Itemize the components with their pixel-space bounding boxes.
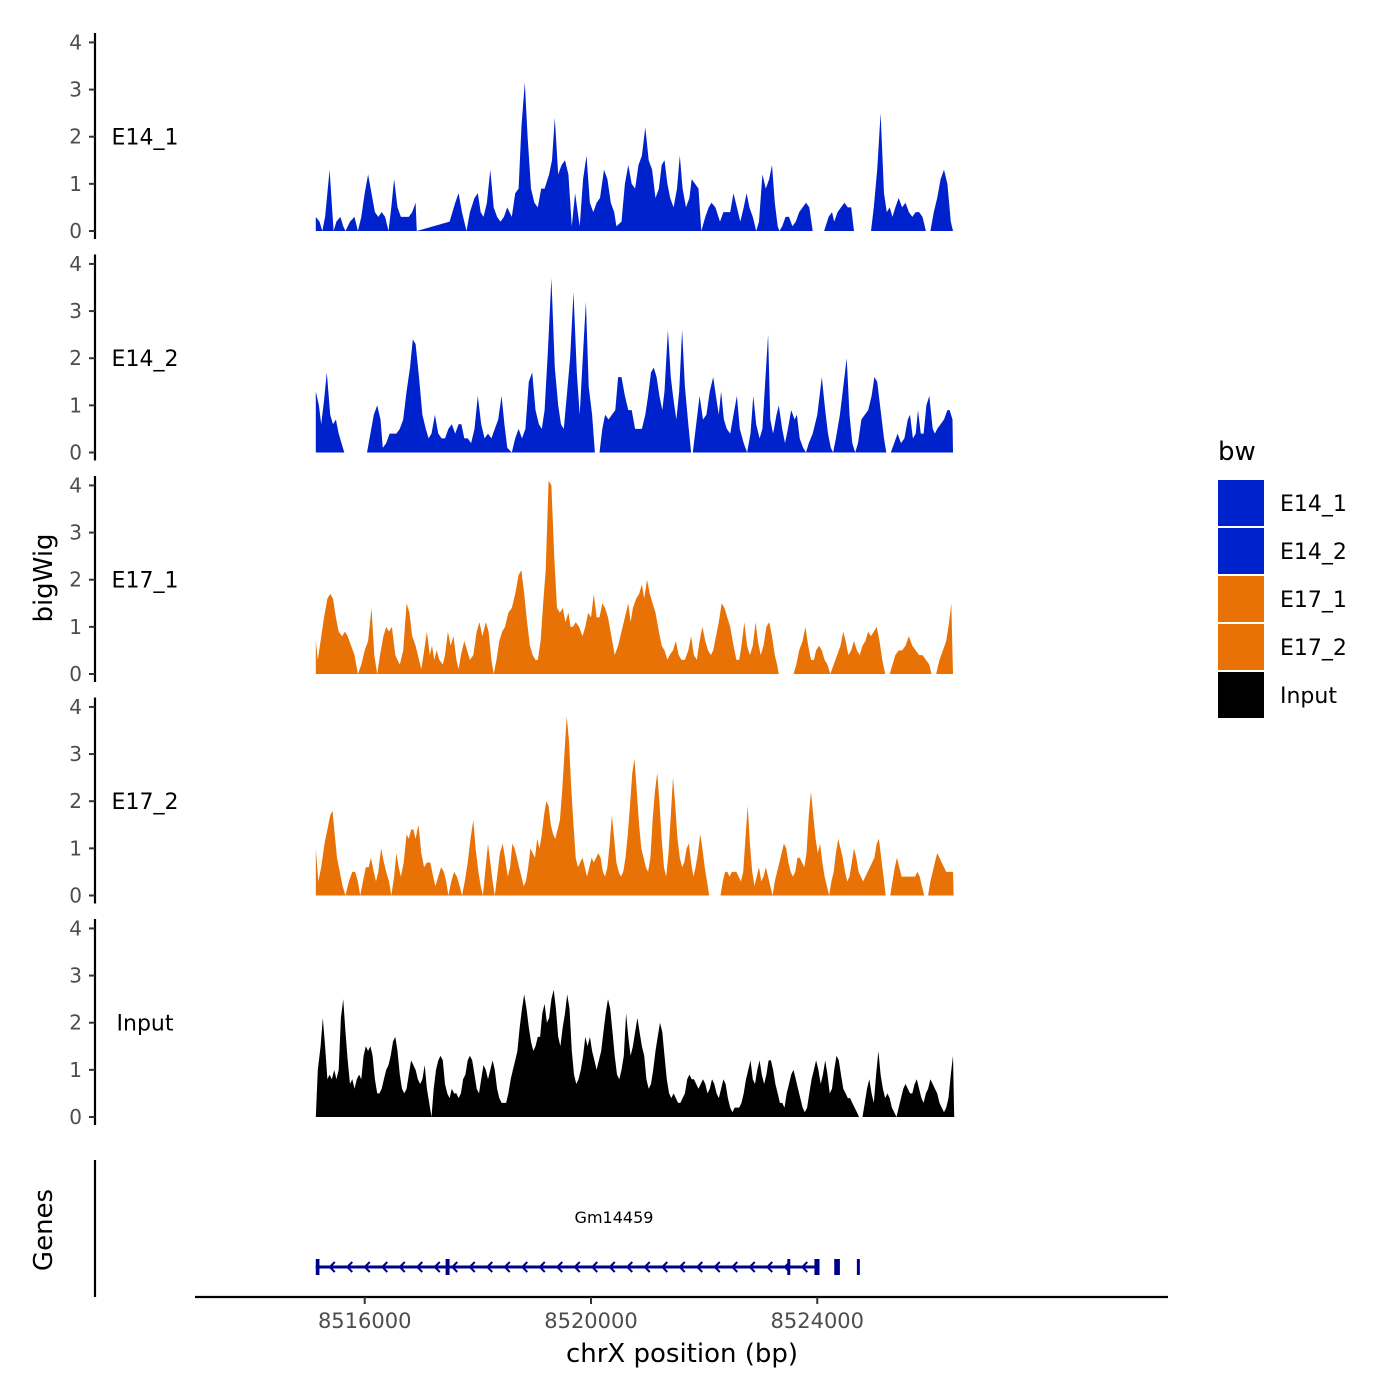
track-label: E14_2: [112, 347, 179, 372]
strand-arrow: [363, 1261, 371, 1273]
y-tick-label: 0: [69, 441, 82, 465]
x-tick-label: 8516000: [318, 1309, 412, 1333]
legend-swatch: [1218, 576, 1264, 622]
y-tick-label: 4: [69, 473, 82, 497]
series-area-E17_2: [315, 716, 954, 896]
gene-exon: [834, 1259, 840, 1275]
strand-arrow: [730, 1261, 738, 1273]
legend-label: E17_1: [1280, 588, 1347, 613]
strand-arrow: [765, 1261, 773, 1273]
track-panel-Input: 0 1 2 3 4 Input: [69, 916, 955, 1129]
y-tick-label: 0: [69, 1105, 82, 1129]
strand-arrow: [328, 1261, 336, 1273]
strand-arrow: [485, 1261, 493, 1273]
y-tick-label: 3: [69, 742, 82, 766]
y-tick-label: 3: [69, 78, 82, 102]
series-area-E17_1: [315, 480, 953, 674]
strand-arrow: [555, 1261, 563, 1273]
y-tick-label: 3: [69, 521, 82, 545]
strand-arrow: [590, 1261, 598, 1273]
y-tick-label: 0: [69, 219, 82, 243]
gene-track: Gm14459: [315, 1208, 860, 1275]
y-tick-label: 1: [69, 393, 82, 417]
x-axis: 8516000 8520000 8524000: [195, 1295, 1168, 1333]
strand-arrow: [713, 1261, 721, 1273]
strand-arrow: [608, 1261, 616, 1273]
legend-swatch: [1218, 528, 1264, 574]
legend: bw E14_1 E14_2 E17_1 E17_2 Input: [1218, 437, 1347, 718]
y-tick-label: 2: [69, 789, 82, 813]
track-label: Input: [117, 1012, 174, 1037]
y-tick-label: 4: [69, 252, 82, 276]
legend-swatch: [1218, 480, 1264, 526]
track-label: E17_1: [112, 569, 179, 594]
series-area-E14_1: [315, 82, 953, 231]
strand-arrow: [520, 1261, 528, 1273]
strand-arrow: [678, 1261, 686, 1273]
strand-arrow: [468, 1261, 476, 1273]
strand-arrow: [695, 1261, 703, 1273]
y-axis-title: bigWig: [29, 533, 59, 622]
y-tick-label: 1: [69, 1058, 82, 1082]
y-tick-label: 2: [69, 568, 82, 592]
y-tick-label: 3: [69, 964, 82, 988]
gene-exon: [787, 1259, 791, 1275]
gene-exon: [856, 1259, 860, 1275]
strand-arrow: [573, 1261, 581, 1273]
strand-arrow: [380, 1261, 388, 1273]
gene-exon: [315, 1259, 320, 1275]
x-axis-title: chrX position (bp): [566, 1339, 798, 1369]
strand-arrow: [503, 1261, 511, 1273]
gene-label: Gm14459: [575, 1208, 654, 1227]
y-tick-label: 2: [69, 125, 82, 149]
strand-arrow: [450, 1261, 458, 1273]
x-tick-label: 8520000: [544, 1309, 638, 1333]
strand-arrow: [625, 1261, 633, 1273]
track-panel-E17_1: 0 1 2 3 4 E17_1: [69, 473, 953, 686]
legend-label: Input: [1280, 684, 1337, 709]
y-tick-label: 1: [69, 836, 82, 860]
track-panel-E14_1: 0 1 2 3 4 E14_1: [69, 30, 953, 243]
strand-arrow: [643, 1261, 651, 1273]
track-panel-E14_2: 0 1 2 3 4 E14_2: [69, 252, 953, 465]
y-tick-label: 0: [69, 884, 82, 908]
track-panels: 0 1 2 3 4 E14_1 0 1 2 3 4 E14_2 0 1 2 3 4 E17_1 0 1 2 3 4 E17_2…: [69, 30, 955, 1129]
y-tick-label: 4: [69, 916, 82, 940]
track-label: E17_2: [112, 790, 179, 815]
strand-arrow: [748, 1261, 756, 1273]
legend-swatch: [1218, 672, 1264, 718]
y-tick-label: 0: [69, 662, 82, 686]
legend-swatch: [1218, 624, 1264, 670]
y-tick-label: 4: [69, 30, 82, 54]
strand-arrow: [433, 1261, 441, 1273]
legend-label: E17_2: [1280, 636, 1347, 661]
series-area-E14_2: [315, 278, 953, 453]
y-tick-label: 4: [69, 695, 82, 719]
y-tick-label: 2: [69, 346, 82, 370]
legend-label: E14_2: [1280, 540, 1347, 565]
y-tick-label: 1: [69, 172, 82, 196]
y-tick-label: 3: [69, 299, 82, 323]
strand-arrow: [538, 1261, 546, 1273]
legend-label: E14_1: [1280, 492, 1347, 517]
series-area-Input: [315, 989, 955, 1117]
strand-arrow: [800, 1261, 808, 1273]
y-tick-label: 1: [69, 615, 82, 639]
strand-arrow: [398, 1261, 406, 1273]
strand-arrow: [415, 1261, 423, 1273]
strand-arrow: [345, 1261, 353, 1273]
gene-exon: [814, 1259, 820, 1275]
x-tick-label: 8524000: [771, 1309, 865, 1333]
track-label: E14_1: [112, 126, 179, 151]
legend-title: bw: [1218, 437, 1256, 467]
gene-exon: [445, 1259, 450, 1275]
gene-track-title: Genes: [29, 1189, 59, 1271]
y-tick-label: 2: [69, 1011, 82, 1035]
strand-arrow: [660, 1261, 668, 1273]
track-panel-E17_2: 0 1 2 3 4 E17_2: [69, 695, 954, 908]
